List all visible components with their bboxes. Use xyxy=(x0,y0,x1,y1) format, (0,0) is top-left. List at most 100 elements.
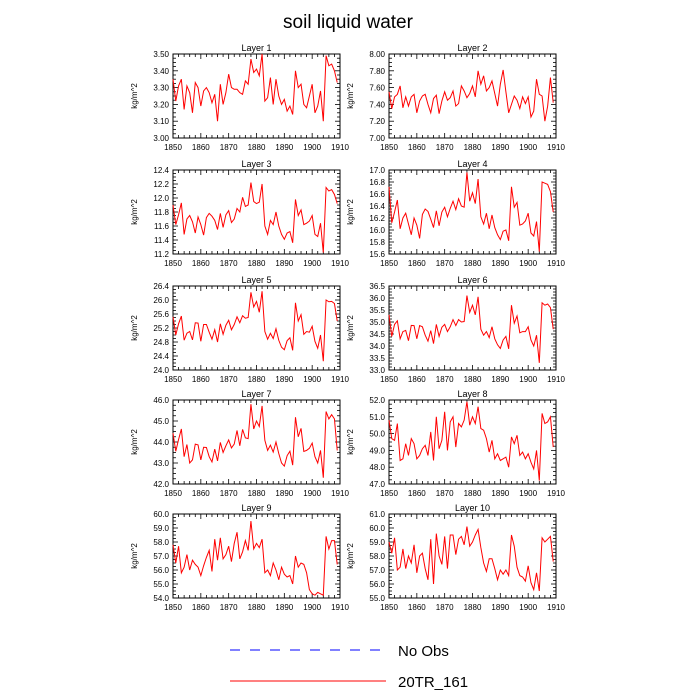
panel-title: Layer 1 xyxy=(241,43,271,53)
y-tick-label: 16.8 xyxy=(369,178,385,187)
panel-title: Layer 6 xyxy=(457,275,487,285)
x-tick-label: 1850 xyxy=(380,603,398,612)
series-line-layer-10 xyxy=(388,526,554,592)
x-tick-label: 1870 xyxy=(436,375,454,384)
y-axis-label: kg/m^2 xyxy=(130,543,139,569)
x-tick-label: 1900 xyxy=(303,603,321,612)
y-tick-label: 61.0 xyxy=(369,510,385,519)
plot-frame xyxy=(172,513,341,599)
y-axis-label: kg/m^2 xyxy=(130,315,139,341)
plot-frame xyxy=(388,169,557,255)
x-tick-label: 1880 xyxy=(248,489,266,498)
y-tick-label: 58.0 xyxy=(369,552,385,561)
y-tick-label: 16.6 xyxy=(369,190,385,199)
plot-frame xyxy=(172,285,341,371)
plot-frame xyxy=(388,399,557,485)
x-tick-label: 1880 xyxy=(248,259,266,268)
y-tick-label: 26.0 xyxy=(153,296,169,305)
y-axis-label: kg/m^2 xyxy=(346,429,355,455)
y-tick-label: 47.0 xyxy=(369,480,385,489)
x-tick-label: 1860 xyxy=(408,143,426,152)
x-tick-label: 1900 xyxy=(303,259,321,268)
panel-layer-7: Layer 7 kg/m^2 1850 1860 1870 1880 1890 1900 191… xyxy=(130,389,349,498)
x-tick-label: 1870 xyxy=(436,143,454,152)
panel-layer-1: Layer 1 kg/m^2 1850 1860 1870 1880 1890 1900 191… xyxy=(130,43,349,152)
x-tick-label: 1910 xyxy=(331,603,349,612)
y-tick-label: 55.0 xyxy=(369,594,385,603)
x-tick-label: 1850 xyxy=(164,603,182,612)
legend: No Obs 20TR_161 xyxy=(230,643,468,691)
y-tick-label: 51.0 xyxy=(369,413,385,422)
y-tick-label: 3.50 xyxy=(153,50,169,59)
series-line-layer-2 xyxy=(388,69,554,122)
x-tick-label: 1890 xyxy=(275,489,293,498)
y-tick-label: 11.2 xyxy=(154,250,170,259)
x-tick-label: 1850 xyxy=(380,143,398,152)
y-tick-label: 8.00 xyxy=(369,50,385,59)
panel-grid: Layer 1 kg/m^2 1850 1860 1870 1880 1890 1900 191… xyxy=(130,43,565,612)
x-tick-label: 1870 xyxy=(436,603,454,612)
x-tick-label: 1910 xyxy=(331,375,349,384)
y-tick-label: 59.0 xyxy=(153,524,169,533)
panel-layer-3: Layer 3 kg/m^2 1850 1860 1870 1880 1890 1900 191… xyxy=(130,159,349,268)
x-tick-label: 1880 xyxy=(464,259,482,268)
y-tick-label: 16.2 xyxy=(369,214,385,223)
panel-title: Layer 2 xyxy=(457,43,487,53)
x-tick-label: 1910 xyxy=(547,375,565,384)
x-tick-label: 1850 xyxy=(164,143,182,152)
x-tick-label: 1890 xyxy=(275,259,293,268)
y-tick-label: 58.0 xyxy=(153,538,169,547)
figure-title: soil liquid water xyxy=(283,12,414,33)
x-tick-label: 1880 xyxy=(248,603,266,612)
panel-layer-8: Layer 8 kg/m^2 1850 1860 1870 1880 1890 1900 191… xyxy=(346,389,565,498)
x-tick-label: 1860 xyxy=(192,259,210,268)
x-tick-label: 1860 xyxy=(192,489,210,498)
y-tick-label: 15.6 xyxy=(369,250,385,259)
y-tick-label: 11.4 xyxy=(154,236,170,245)
y-tick-label: 43.0 xyxy=(153,459,169,468)
y-tick-label: 24.0 xyxy=(153,366,169,375)
x-tick-label: 1880 xyxy=(464,375,482,384)
plot-frame xyxy=(172,399,341,485)
x-tick-label: 1890 xyxy=(275,375,293,384)
x-tick-label: 1890 xyxy=(491,375,509,384)
panel-title: Layer 8 xyxy=(457,389,487,399)
plot-frame xyxy=(172,53,341,139)
legend-label-no-obs: No Obs xyxy=(398,643,449,660)
y-tick-label: 7.40 xyxy=(369,100,385,109)
y-tick-label: 35.5 xyxy=(369,306,385,315)
series-line-layer-5 xyxy=(172,291,338,362)
x-tick-label: 1900 xyxy=(303,489,321,498)
y-tick-label: 36.0 xyxy=(369,294,385,303)
y-tick-label: 57.0 xyxy=(369,566,385,575)
x-tick-label: 1900 xyxy=(303,375,321,384)
y-tick-label: 33.0 xyxy=(369,366,385,375)
y-tick-label: 59.0 xyxy=(369,538,385,547)
x-tick-label: 1870 xyxy=(220,603,238,612)
y-tick-label: 3.40 xyxy=(153,67,169,76)
panel-layer-6: Layer 6 kg/m^2 1850 1860 1870 1880 1890 1900 191… xyxy=(346,275,565,384)
y-tick-label: 12.4 xyxy=(153,166,169,175)
series-line-layer-3 xyxy=(172,182,338,253)
panel-layer-9: Layer 9 kg/m^2 1850 1860 1870 1880 1890 1900 191… xyxy=(130,503,349,612)
y-tick-label: 7.80 xyxy=(369,67,385,76)
x-tick-label: 1900 xyxy=(519,489,537,498)
y-tick-label: 44.0 xyxy=(153,438,169,447)
y-tick-label: 3.30 xyxy=(153,84,169,93)
y-tick-label: 57.0 xyxy=(153,552,169,561)
y-axis-label: kg/m^2 xyxy=(130,83,139,109)
y-tick-label: 34.0 xyxy=(369,342,385,351)
x-tick-label: 1890 xyxy=(491,489,509,498)
series-line-layer-4 xyxy=(388,172,554,252)
x-tick-label: 1850 xyxy=(380,259,398,268)
y-tick-label: 60.0 xyxy=(153,510,169,519)
x-tick-label: 1910 xyxy=(331,259,349,268)
series-line-layer-7 xyxy=(172,404,338,478)
panel-layer-5: Layer 5 kg/m^2 1850 1860 1870 1880 1890 1900 191… xyxy=(130,275,349,384)
y-tick-label: 11.6 xyxy=(154,222,170,231)
y-tick-label: 49.0 xyxy=(369,446,385,455)
panel-layer-2: Layer 2 kg/m^2 1850 1860 1870 1880 1890 1900 191… xyxy=(346,43,565,152)
y-tick-label: 3.10 xyxy=(153,117,169,126)
x-tick-label: 1910 xyxy=(547,489,565,498)
